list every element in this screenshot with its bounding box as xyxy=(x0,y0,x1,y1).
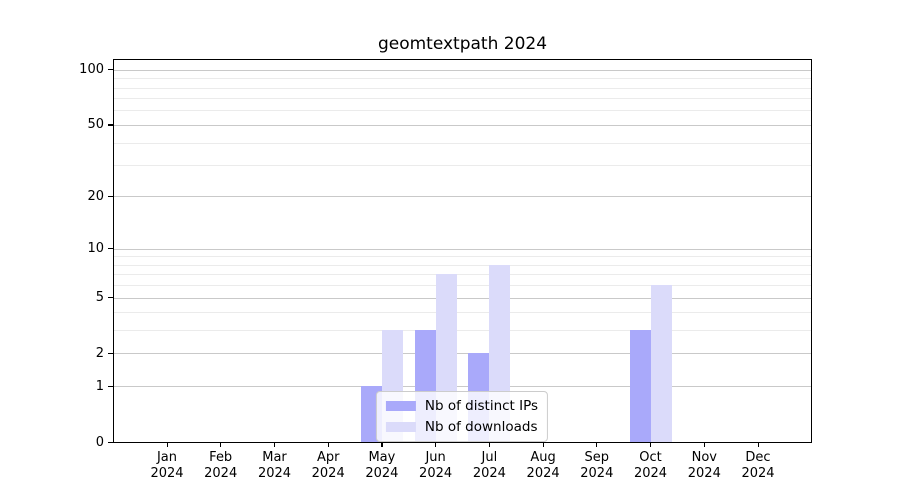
major-gridline xyxy=(114,353,811,355)
x-tick xyxy=(703,442,705,447)
y-tick xyxy=(108,248,113,250)
minor-gridline xyxy=(114,165,811,166)
legend-item-downloads: Nb of downloads xyxy=(385,419,538,435)
y-tick-label: 10 xyxy=(87,241,104,257)
major-gridline xyxy=(114,386,811,388)
y-tick xyxy=(108,385,113,387)
x-tick xyxy=(435,442,437,447)
x-tick xyxy=(274,442,276,447)
minor-gridline xyxy=(114,330,811,332)
minor-gridline xyxy=(114,256,811,258)
bar-downloads-oct xyxy=(650,285,672,442)
y-tick xyxy=(108,124,113,126)
x-tick-label: Nov 2024 xyxy=(687,450,721,481)
x-tick xyxy=(166,442,168,447)
x-tick xyxy=(327,442,329,447)
legend-swatch-downloads xyxy=(385,422,416,432)
legend-label-distinct-ips: Nb of distinct IPs xyxy=(424,398,539,414)
minor-gridline xyxy=(114,264,811,266)
x-tick-label: Oct 2024 xyxy=(633,450,668,481)
y-tick-label: 100 xyxy=(79,62,104,78)
x-tick xyxy=(381,442,383,447)
x-tick-label: Jul 2024 xyxy=(472,450,506,481)
chart-title: geomtextpath 2024 xyxy=(377,34,548,54)
minor-gridline xyxy=(114,78,811,80)
minor-gridline xyxy=(114,142,811,144)
minor-gridline xyxy=(114,87,811,89)
x-tick xyxy=(757,442,759,447)
legend-item-distinct-ips: Nb of distinct IPs xyxy=(385,398,539,414)
x-tick-label: Sep 2024 xyxy=(580,450,614,481)
minor-gridline xyxy=(114,110,811,112)
x-tick-label: Mar 2024 xyxy=(257,450,292,481)
minor-gridline xyxy=(114,98,811,100)
legend: Nb of distinct IPs Nb of downloads xyxy=(375,391,549,442)
major-gridline xyxy=(114,248,811,250)
x-tick-label: Dec 2024 xyxy=(741,450,775,481)
x-tick xyxy=(596,442,598,447)
legend-label-downloads: Nb of downloads xyxy=(424,419,538,435)
x-tick-label: Jun 2024 xyxy=(419,450,453,481)
x-tick-label: Feb 2024 xyxy=(204,450,238,481)
major-gridline xyxy=(114,124,811,126)
y-tick xyxy=(108,441,113,443)
y-tick xyxy=(108,352,113,355)
y-tick-label: 20 xyxy=(87,188,104,204)
x-tick-label: Jan 2024 xyxy=(150,450,184,481)
y-tick-label: 50 xyxy=(87,117,104,133)
major-gridline xyxy=(114,297,811,299)
y-tick xyxy=(108,69,113,71)
y-tick-label: 5 xyxy=(95,290,104,305)
minor-gridline xyxy=(114,312,811,314)
x-tick xyxy=(542,442,544,447)
major-gridline xyxy=(114,196,811,198)
plot-area: 0 1 2 5 10 20 50 100 Jan 2024 Feb 2024 Mar 2024 Apr 202… xyxy=(79,59,812,481)
y-tick-label: 2 xyxy=(95,345,104,361)
minor-gridline xyxy=(114,274,811,276)
y-tick-label: 0 xyxy=(95,434,104,450)
x-tick-label: May 2024 xyxy=(365,450,399,481)
legend-swatch-distinct-ips xyxy=(385,401,416,411)
bar-distinct-ips-oct xyxy=(629,330,651,442)
x-tick xyxy=(488,442,491,447)
x-tick xyxy=(220,442,222,447)
y-tick-label: 1 xyxy=(95,378,104,394)
minor-gridline xyxy=(114,285,811,287)
major-gridline xyxy=(114,69,811,71)
x-tick-label: Apr 2024 xyxy=(311,450,345,481)
y-tick xyxy=(108,195,113,198)
x-tick xyxy=(650,442,652,447)
x-tick-label: Aug 2024 xyxy=(526,450,560,481)
y-tick xyxy=(108,297,113,299)
